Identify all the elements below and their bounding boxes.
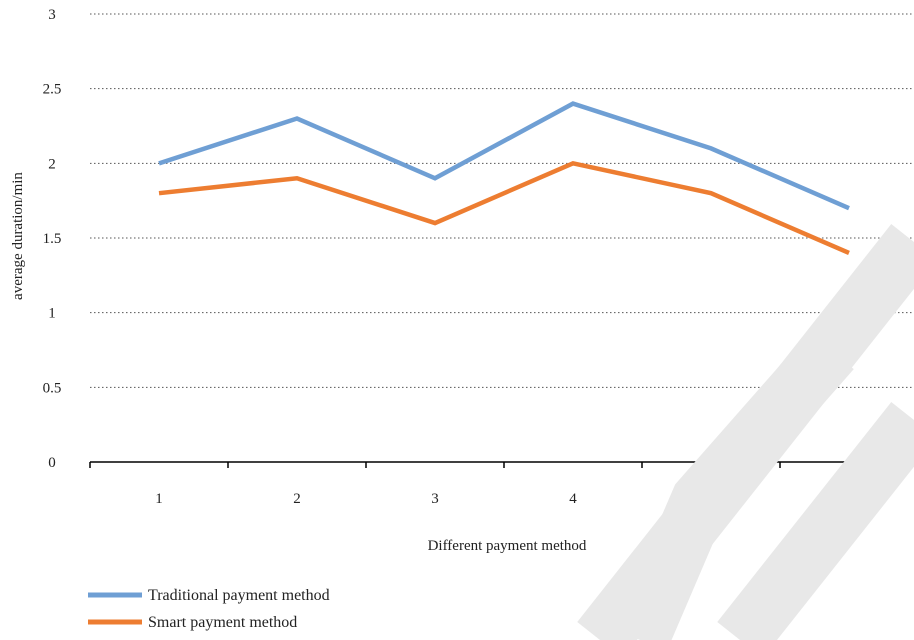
- legend-label: Traditional payment method: [148, 587, 330, 604]
- y-tick-label: 2: [48, 156, 56, 172]
- retracted-watermark: [577, 224, 914, 640]
- x-tick-label: 3: [431, 491, 439, 507]
- x-axis: 1 2 3 4 56: [89, 461, 914, 507]
- y-tick-label: 0.5: [43, 380, 62, 396]
- legend: Traditional payment method Smart payment …: [88, 587, 330, 631]
- x-axis-title: Different payment method: [428, 538, 587, 554]
- watermark-stroke: [613, 330, 854, 640]
- x-tick-label: 4: [569, 491, 577, 507]
- y-tick-label: 1.5: [43, 231, 62, 247]
- series-lines: [158, 101, 850, 255]
- series-line-1: [158, 101, 850, 211]
- x-tick-label: 2: [293, 491, 301, 507]
- legend-label: Smart payment method: [148, 614, 297, 631]
- y-tick-label: 3: [48, 7, 56, 23]
- series-line-2: [158, 160, 850, 255]
- y-axis-title: average duration/min: [10, 172, 26, 300]
- x-tick-label: 1: [155, 491, 163, 507]
- grid-lines: [90, 13, 914, 388]
- y-axis-ticks: 0 0.5 1 1.5 2 2.5 3: [43, 7, 62, 471]
- watermark-stroke: [717, 402, 914, 640]
- y-tick-label: 0: [48, 455, 56, 471]
- y-tick-label: 1: [48, 306, 56, 322]
- y-tick-label: 2.5: [43, 82, 62, 98]
